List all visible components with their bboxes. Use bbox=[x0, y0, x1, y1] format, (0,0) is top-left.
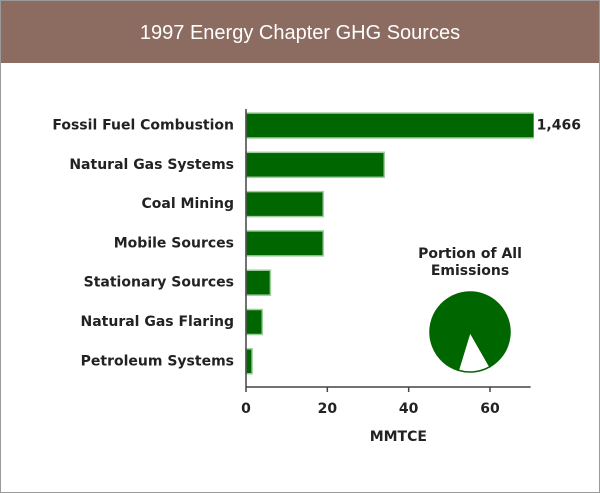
bar bbox=[245, 269, 272, 296]
header-title: 1997 Energy Chapter GHG Sources bbox=[1, 1, 599, 63]
category-label: Petroleum Systems bbox=[81, 353, 234, 369]
bar bbox=[245, 308, 264, 336]
pie-title: Portion of All Emissions bbox=[418, 246, 522, 279]
x-tick-label: 20 bbox=[318, 401, 338, 417]
category-label: Natural Gas Systems bbox=[69, 157, 234, 173]
category-label: Natural Gas Flaring bbox=[81, 314, 235, 330]
bar bbox=[245, 348, 253, 375]
category-label: Mobile Sources bbox=[114, 235, 234, 251]
category-label: Fossil Fuel Combustion bbox=[52, 118, 234, 134]
bar-group bbox=[245, 112, 534, 375]
value-label: 1,466 bbox=[537, 118, 581, 134]
bar bbox=[245, 230, 325, 257]
x-tick-label: 60 bbox=[480, 401, 500, 417]
bar bbox=[245, 151, 386, 179]
x-tick-label: 0 bbox=[241, 401, 251, 417]
category-label: Coal Mining bbox=[142, 196, 235, 212]
x-tick-label: 40 bbox=[399, 401, 419, 417]
x-axis-label: MMTCE bbox=[370, 429, 427, 445]
pie-slice bbox=[457, 330, 491, 373]
bar bbox=[245, 190, 325, 218]
category-label: Stationary Sources bbox=[84, 275, 234, 291]
